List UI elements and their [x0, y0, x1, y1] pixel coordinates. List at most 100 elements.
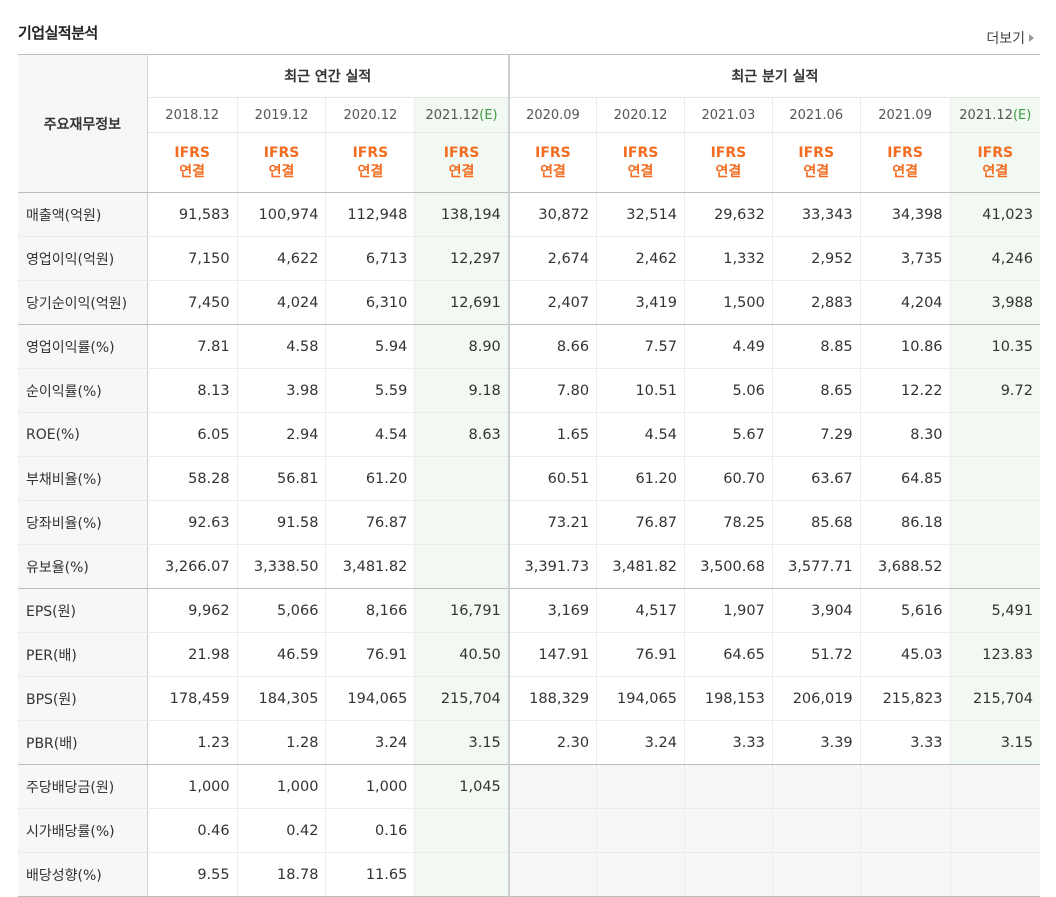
period-header: 2021.03	[683, 97, 773, 133]
metric-value: 4,246	[949, 236, 1040, 281]
ifrs-label: IFRS	[263, 144, 300, 161]
metric-value	[414, 500, 509, 545]
period-label: 2021.09	[878, 107, 932, 123]
metric-value: 34,398	[859, 192, 951, 237]
metric-value	[949, 544, 1040, 589]
period-label: 2020.12	[343, 107, 398, 123]
metric-value: 12,691	[414, 280, 509, 325]
metric-value	[683, 808, 773, 853]
metric-value: 3.15	[414, 720, 509, 765]
metric-value: 3.33	[683, 720, 773, 765]
metric-value: 56.81	[236, 456, 326, 501]
metric-value: 45.03	[859, 632, 951, 677]
metric-label: 당좌비율(%)	[18, 500, 148, 545]
metric-value: 1,000	[146, 764, 238, 809]
section-title: 기업실적분석	[18, 24, 98, 42]
metric-value: 12.22	[859, 368, 951, 413]
metric-value	[771, 764, 861, 809]
period-label: 2020.09	[526, 107, 580, 123]
period-header: 2019.12	[236, 97, 326, 133]
ifrs-badge: IFRS 연결	[236, 132, 326, 193]
metric-value: 3,481.82	[596, 544, 685, 589]
table-row: 주당배당금(원) 1,000 1,000 1,000 1,045	[18, 764, 1040, 809]
metric-value: 33,343	[771, 192, 861, 237]
metric-label: 영업이익(억원)	[18, 236, 148, 281]
metric-value: 16,791	[414, 588, 509, 633]
metric-value: 41,023	[949, 192, 1040, 237]
ifrs-badge: IFRS 연결	[859, 132, 951, 193]
metric-value: 7.80	[507, 368, 597, 413]
metric-value: 8.63	[414, 412, 509, 457]
metric-value: 1,907	[683, 588, 773, 633]
metric-value: 6,310	[325, 280, 415, 325]
metric-value: 78.25	[683, 500, 773, 545]
metric-label: 영업이익률(%)	[18, 324, 148, 369]
more-label: 더보기	[986, 31, 1025, 47]
metric-value: 3,419	[596, 280, 685, 325]
period-header: 2021.12(E)	[414, 97, 509, 133]
consolidated-label: 연결	[715, 163, 742, 180]
period-label: 2021.06	[789, 107, 844, 123]
consolidated-label: 연결	[540, 163, 566, 180]
metric-value: 3,988	[949, 280, 1040, 325]
metric-label: PBR(배)	[18, 720, 148, 765]
metric-value: 2,883	[771, 280, 861, 325]
metric-value: 9.55	[146, 852, 238, 897]
metric-label: 순이익률(%)	[18, 368, 148, 413]
metric-label: 당기순이익(억원)	[18, 280, 148, 325]
metric-label: BPS(원)	[18, 676, 148, 721]
consolidated-label: 연결	[357, 163, 384, 180]
quarter-header: 최근 분기 실적	[507, 54, 1040, 98]
metric-value: 7,150	[146, 236, 238, 281]
ifrs-badge: IFRS 연결	[325, 132, 415, 193]
ifrs-badge: IFRS 연결	[507, 132, 597, 193]
metric-value	[414, 808, 509, 853]
table-row: 순이익률(%) 8.13 3.98 5.59 9.18 7.80 10.51 5.06 8.65…	[18, 368, 1040, 413]
metric-value	[859, 808, 951, 853]
metric-value: 85.68	[771, 500, 861, 545]
period-label: 2021.12	[959, 107, 1013, 123]
metric-label: ROE(%)	[18, 412, 148, 457]
period-header: 2021.09	[859, 97, 951, 133]
ifrs-label: IFRS	[443, 144, 480, 161]
metric-value	[507, 764, 597, 809]
period-label: 2018.12	[165, 107, 220, 123]
period-header: 2020.12	[596, 97, 685, 133]
metric-value: 4,024	[236, 280, 326, 325]
table-row: 당기순이익(억원) 7,450 4,024 6,310 12,691 2,407 3,419…	[18, 280, 1040, 325]
metric-value	[596, 852, 685, 897]
metric-value: 188,329	[507, 676, 597, 721]
metric-value: 11.65	[325, 852, 415, 897]
metric-value	[859, 852, 951, 897]
more-link[interactable]: 더보기	[986, 28, 1034, 48]
metric-value	[596, 808, 685, 853]
metric-value: 4.58	[236, 324, 326, 369]
ifrs-label: IFRS	[352, 144, 389, 161]
ifrs-badge: IFRS 연결	[146, 132, 238, 193]
metric-value: 40.50	[414, 632, 509, 677]
period-header: 2021.06	[771, 97, 861, 133]
consolidated-label: 연결	[803, 163, 830, 180]
metric-value: 8.85	[771, 324, 861, 369]
metric-value: 5.67	[683, 412, 773, 457]
metric-value: 2.94	[236, 412, 326, 457]
metric-value: 91,583	[146, 192, 238, 237]
metric-value: 1.23	[146, 720, 238, 765]
metric-value: 6,713	[325, 236, 415, 281]
metric-value: 7,450	[146, 280, 238, 325]
ifrs-badge: IFRS 연결	[949, 132, 1040, 193]
metric-value: 1,332	[683, 236, 773, 281]
metric-value: 1,045	[414, 764, 509, 809]
metric-value: 206,019	[771, 676, 861, 721]
metric-value: 1.65	[507, 412, 597, 457]
metric-value: 4,622	[236, 236, 326, 281]
metric-value: 32,514	[596, 192, 685, 237]
table-row: PER(배) 21.98 46.59 76.91 40.50 147.91 76.91 64.…	[18, 632, 1040, 677]
metric-value: 8,166	[325, 588, 415, 633]
ifrs-badge: IFRS 연결	[683, 132, 773, 193]
metric-value: 6.05	[146, 412, 238, 457]
metric-value: 51.72	[771, 632, 861, 677]
metric-value: 76.87	[596, 500, 685, 545]
period-header: 2020.12	[325, 97, 415, 133]
financial-summary-table: 주요재무정보 최근 연간 실적 최근 분기 실적 2018.12 2019.12 2…	[18, 54, 1040, 897]
